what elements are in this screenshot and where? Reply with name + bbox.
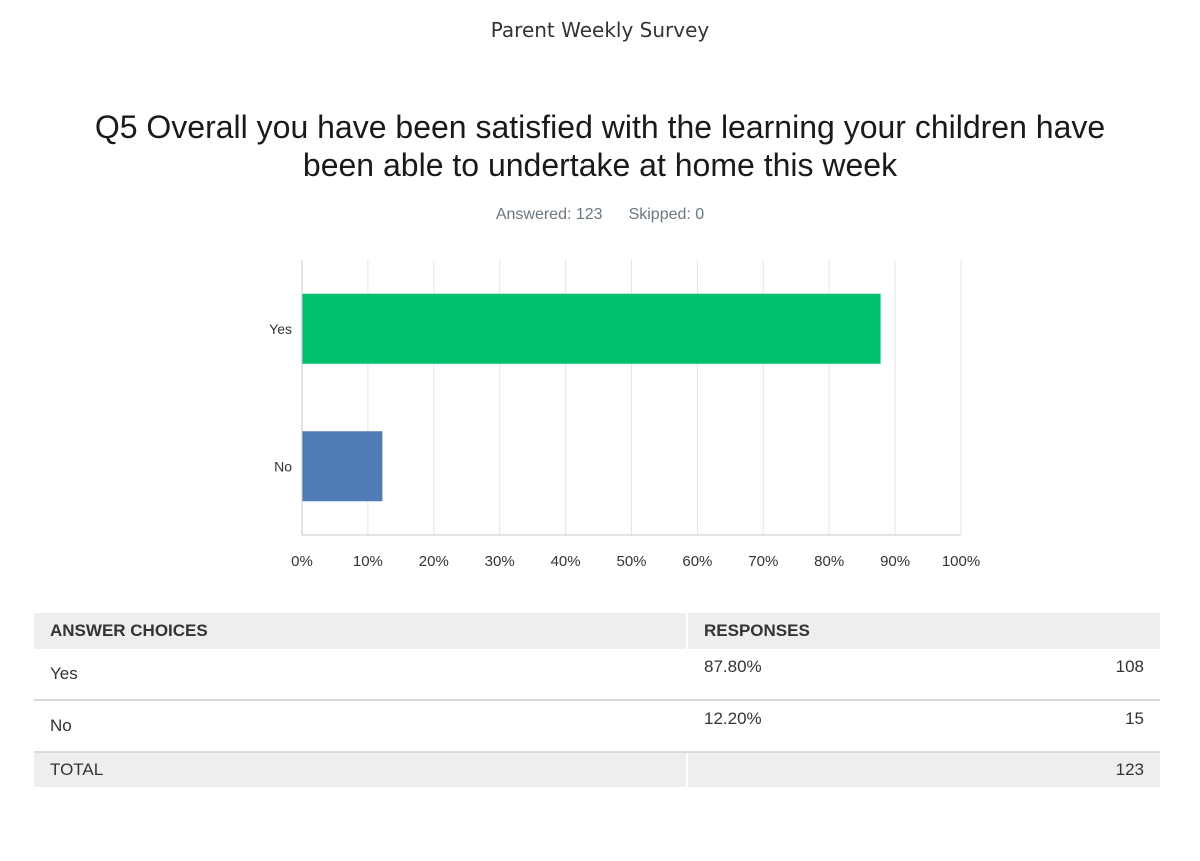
bar-no: [302, 431, 383, 502]
x-tick-label: 90%: [880, 553, 910, 570]
chart-labels: 0% 10% 20% 30% 40% 50% 60% 70% 80% 90% 100% Yes No: [269, 321, 980, 570]
bar-yes: [302, 293, 881, 364]
table-row-total: TOTAL 123: [34, 752, 1160, 787]
response-count-yes: 108: [970, 649, 1160, 701]
response-percent-yes: 87.80%: [687, 649, 971, 701]
x-tick-label: 50%: [616, 553, 646, 570]
x-tick-label: 40%: [551, 553, 581, 570]
x-tick-label: 10%: [353, 553, 383, 570]
bar-chart: 0% 10% 20% 30% 40% 50% 60% 70% 80% 90% 100% Yes No: [269, 260, 980, 570]
question-title-line-1: Q5 Overall you have been satisfied with …: [94, 109, 1106, 145]
table-header-row: ANSWER CHOICES RESPONSES: [34, 613, 1160, 649]
x-tick-label: 70%: [748, 553, 778, 570]
response-percent-no: 12.20%: [687, 700, 971, 753]
table-row-yes: Yes 87.80% 108: [34, 649, 1160, 701]
x-tick-label: 80%: [814, 553, 844, 570]
answer-choice-no: No: [34, 700, 688, 753]
total-percent-empty: [687, 752, 971, 787]
x-tick-label: 100%: [942, 553, 980, 570]
x-tick-label: 20%: [419, 553, 449, 570]
answer-choice-yes: Yes: [34, 649, 688, 701]
total-label: TOTAL: [34, 752, 688, 787]
response-count-no: 15: [970, 700, 1160, 753]
x-tick-label: 30%: [485, 553, 515, 570]
response-stats: Answered: 123 Skipped: 0: [0, 206, 1200, 224]
results-table: ANSWER CHOICES RESPONSES Yes 87.80% 108 …: [34, 613, 1160, 787]
answered-count: Answered: 123: [495, 206, 603, 223]
x-tick-label: 0%: [291, 553, 313, 570]
category-label-no: No: [274, 458, 292, 474]
header-responses: RESPONSES: [687, 613, 1160, 649]
total-count: 123: [970, 752, 1160, 787]
chart-axes: [301, 260, 961, 536]
category-label-yes: Yes: [269, 321, 292, 337]
chart-bars: [302, 293, 881, 502]
question-title: Q5 Overall you have been satisfied with …: [40, 108, 1160, 184]
survey-title: Parent Weekly Survey: [490, 18, 710, 42]
x-tick-label: 60%: [682, 553, 712, 570]
header-answer-choices: ANSWER CHOICES: [34, 613, 688, 649]
skipped-count: Skipped: 0: [628, 206, 705, 223]
table-row-no: No 12.20% 15: [34, 700, 1160, 753]
question-title-line-2: been able to undertake at home this week: [302, 147, 898, 183]
